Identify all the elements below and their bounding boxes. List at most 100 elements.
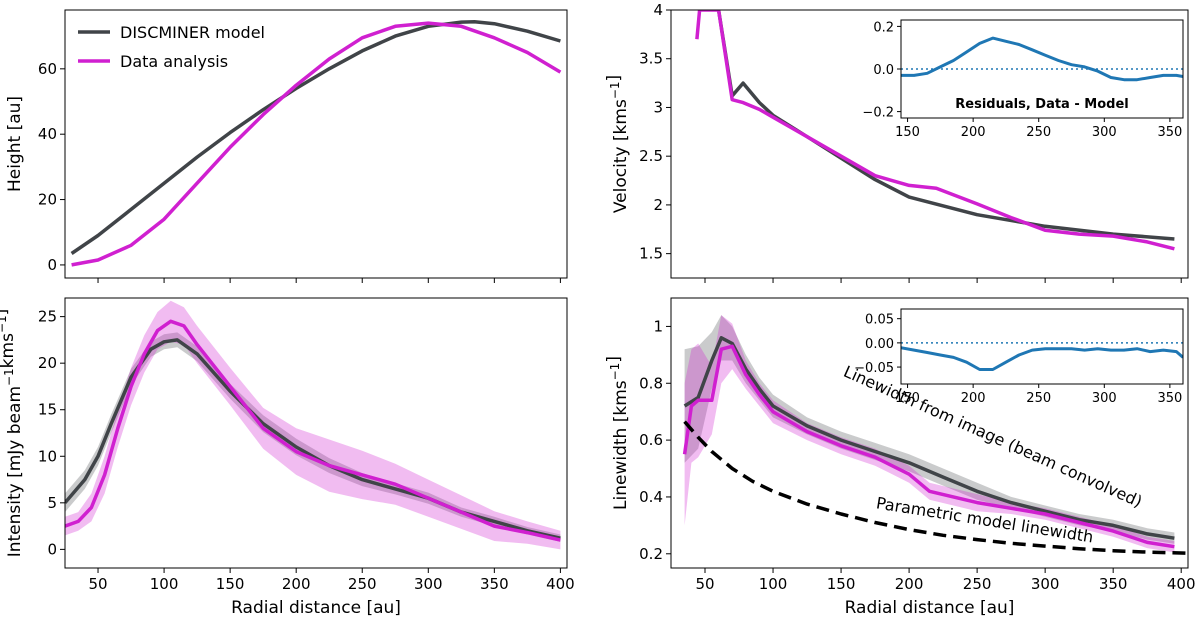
height-plot-area <box>70 20 562 267</box>
x-tick-label: 400 <box>546 575 575 593</box>
x-tick-label: 250 <box>963 575 992 593</box>
x-tick-label: 400 <box>1167 575 1196 593</box>
x-tick-label: 150 <box>895 125 920 140</box>
legend-entry: DISCMINER model <box>120 23 265 42</box>
y-tick-label: 4 <box>653 1 663 19</box>
x-tick-label: 350 <box>1157 391 1182 406</box>
x-tick-label: 100 <box>759 575 788 593</box>
x-tick-label: 150 <box>895 391 920 406</box>
x-tick-label: 350 <box>480 575 509 593</box>
legend: DISCMINER model Data analysis <box>78 23 265 71</box>
intensity-ylabel-sup: −1 <box>2 368 16 386</box>
linewidth-band-0 <box>684 315 1175 544</box>
x-tick-label: 250 <box>1026 125 1051 140</box>
x-tick-label: 300 <box>414 575 443 593</box>
y-tick-label: 0.2 <box>639 545 663 563</box>
x-tick-label: 100 <box>150 575 179 593</box>
intensity-ylabel-part: Intensity [mJy beam <box>5 386 25 557</box>
x-tick-label: 300 <box>1092 125 1117 140</box>
intensity-ylabel-part: ] <box>0 309 11 316</box>
y-tick-label: −0.05 <box>854 361 894 376</box>
y-tick-label: −0.2 <box>862 106 894 121</box>
velocity-inset: 150 200 250 300 350 −0.2 0.0 0.2 Residuals, Data… <box>862 19 1184 140</box>
linewidth-plot-area <box>682 315 1188 555</box>
linewidth-ylabel: Linewidth [kms−1] <box>604 356 631 510</box>
x-tick-label: 50 <box>88 575 107 593</box>
y-tick-label: 20 <box>38 191 57 209</box>
intensity-panel: 50 100 150 200 250 300 350 400 0 5 10 15 20 25 Radial … <box>0 297 575 618</box>
linewidth-frame <box>670 297 1189 569</box>
linewidth-xlabel: Radial distance [au] <box>845 598 1015 618</box>
linewidth-ylabel-part: ] <box>604 356 624 363</box>
y-tick-label: 5 <box>47 494 57 512</box>
y-tick-label: 1 <box>653 317 663 335</box>
y-tick-label: 25 <box>38 308 57 326</box>
x-tick-label: 300 <box>1092 391 1117 406</box>
y-tick-label: 15 <box>38 401 57 419</box>
height-series-1 <box>71 21 562 267</box>
x-tick-label: 200 <box>961 125 986 140</box>
inset-frame <box>900 308 1184 385</box>
intensity-ylabel: Intensity [mJy beam−1kms−1] <box>0 309 25 558</box>
velocity-ylabel-part: ] <box>604 75 624 82</box>
linewidth-ylabel-part: Linewidth [kms <box>611 380 631 510</box>
y-tick-label: 0.0 <box>873 63 894 78</box>
y-tick-label: 3.5 <box>639 50 663 68</box>
velocity-ylabel-sup: −1 <box>608 81 622 99</box>
x-tick-label: 350 <box>1099 575 1128 593</box>
velocity-ylabel-part: Velocity [kms <box>611 99 631 213</box>
y-tick-label: 3 <box>653 98 663 116</box>
height-frame <box>64 9 568 279</box>
y-tick-label: 0.00 <box>865 337 894 352</box>
y-tick-label: 0.6 <box>639 431 663 449</box>
inset-title: Residuals, Data - Model <box>955 97 1128 112</box>
height-panel: 0 20 40 60 Height [au] DISCMINER model Data an… <box>5 9 568 283</box>
intensity-series-1 <box>65 319 561 542</box>
linewidth-series-0 <box>683 336 1175 540</box>
y-tick-label: 0.8 <box>639 374 663 392</box>
x-tick-label: 150 <box>216 575 245 593</box>
height-ylabel: Height [au] <box>5 96 25 192</box>
velocity-series-1 <box>695 10 1175 251</box>
inset-border <box>900 308 1184 385</box>
y-tick-label: 1.5 <box>639 245 663 263</box>
intensity-ylabel-sup: −1 <box>0 315 9 333</box>
velocity-plot-area <box>695 10 1175 251</box>
inset-plot-area <box>901 342 1183 371</box>
inset-residual-line <box>901 346 1183 371</box>
y-tick-label: 20 <box>38 354 57 372</box>
linewidth-ylabel-sup: −1 <box>608 363 622 381</box>
y-tick-label: 0.4 <box>639 488 663 506</box>
velocity-ylabel: Velocity [kms−1] <box>604 75 631 213</box>
legend-entry: Data analysis <box>120 52 228 71</box>
linewidth-inset: 150 200 250 300 350 −0.05 0.00 0.05 <box>854 308 1184 406</box>
y-tick-label: 2.5 <box>639 147 663 165</box>
intensity-xlabel: Radial distance [au] <box>231 598 401 618</box>
y-tick-label: 0 <box>47 540 57 558</box>
y-tick-label: 2 <box>653 196 663 214</box>
y-tick-label: 10 <box>38 447 57 465</box>
inset-plot-area <box>901 36 1183 82</box>
x-tick-label: 200 <box>895 575 924 593</box>
intensity-ylabel-part: kms <box>0 333 18 368</box>
x-tick-label: 350 <box>1157 125 1182 140</box>
y-tick-label: 60 <box>38 60 57 78</box>
height-series-0 <box>70 20 561 255</box>
velocity-frame <box>670 9 1189 279</box>
x-tick-label: 50 <box>695 575 714 593</box>
y-tick-label: 0.2 <box>873 20 894 35</box>
y-tick-label: 0 <box>47 256 57 274</box>
x-tick-label: 150 <box>827 575 856 593</box>
intensity-band-1 <box>65 300 561 550</box>
y-tick-label: 0.05 <box>865 313 894 328</box>
y-tick-label: 40 <box>38 125 57 143</box>
intensity-plot-area <box>65 300 561 550</box>
x-tick-label: 200 <box>282 575 311 593</box>
x-tick-label: 200 <box>961 391 986 406</box>
velocity-panel: 1.5 2 2.5 3 3.5 4 Velocity [kms−1] 150 200 250 300… <box>604 1 1189 283</box>
linewidth-series-1 <box>682 344 1175 549</box>
inset-residual-line <box>901 36 1183 82</box>
x-tick-label: 250 <box>1026 391 1051 406</box>
x-tick-label: 250 <box>348 575 377 593</box>
